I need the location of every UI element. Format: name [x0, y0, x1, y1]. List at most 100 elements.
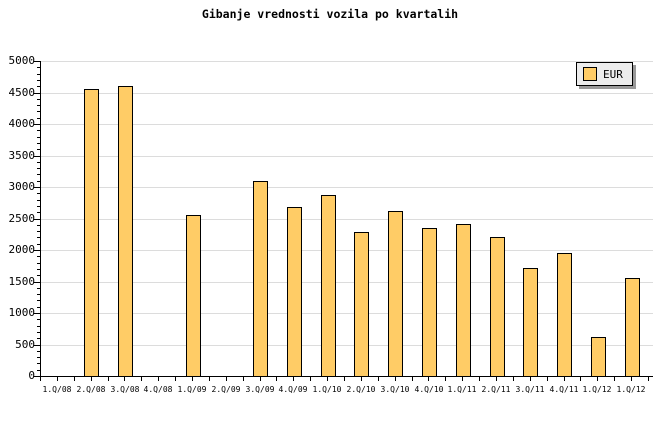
y-axis-minor-tick	[37, 99, 40, 100]
x-axis-tick	[327, 377, 328, 381]
x-tick-label: 1.Q/10	[312, 385, 342, 394]
gridline	[41, 61, 653, 62]
y-axis-minor-tick	[37, 67, 40, 68]
y-tick-label: 3000	[8, 180, 36, 193]
y-tick-label: 1000	[8, 306, 36, 319]
x-axis-tick	[530, 377, 531, 381]
x-axis-tick	[564, 377, 565, 381]
bar-1.Q/12-16	[591, 337, 606, 376]
y-axis-minor-tick	[37, 307, 40, 308]
x-axis-tick	[580, 377, 581, 381]
y-axis-minor-tick	[37, 338, 40, 339]
y-axis-major-tick	[34, 313, 40, 314]
x-axis-tick	[378, 377, 379, 381]
x-tick-label: 2.Q/10	[346, 385, 376, 394]
x-axis-tick	[124, 377, 125, 381]
x-axis-tick	[614, 377, 615, 381]
y-tick-label: 3500	[8, 149, 36, 162]
y-tick-label: 4500	[8, 86, 36, 99]
gridline	[41, 219, 653, 220]
x-axis-tick	[344, 377, 345, 381]
y-axis-minor-tick	[37, 111, 40, 112]
x-axis-tick	[445, 377, 446, 381]
bar-3.Q/11-14	[523, 268, 538, 376]
x-tick-label: 2.Q/09	[211, 385, 241, 394]
y-axis-minor-tick	[37, 193, 40, 194]
x-tick-label: 1.Q/12	[582, 385, 612, 394]
x-axis-tick	[547, 377, 548, 381]
y-tick-label: 1500	[8, 275, 36, 288]
y-axis-minor-tick	[37, 263, 40, 264]
y-axis-minor-tick	[37, 294, 40, 295]
x-tick-label: 3.Q/09	[245, 385, 275, 394]
y-axis-major-tick	[34, 124, 40, 125]
y-tick-label: 2000	[8, 243, 36, 256]
x-axis-tick	[226, 377, 227, 381]
y-axis-minor-tick	[37, 137, 40, 138]
y-axis-minor-tick	[37, 206, 40, 207]
x-tick-label: 1.Q/11	[447, 385, 477, 394]
x-axis-tick	[310, 377, 311, 381]
bar-4.Q/10-11	[422, 228, 437, 376]
y-tick-label: 500	[15, 338, 35, 351]
x-tick-label: 4.Q/11	[549, 385, 579, 394]
x-axis-tick	[141, 377, 142, 381]
gridline	[41, 187, 653, 188]
bar-3.Q/09-6	[253, 181, 268, 376]
x-axis-tick	[648, 377, 649, 381]
x-axis-tick	[631, 377, 632, 381]
y-axis-minor-tick	[37, 326, 40, 327]
y-axis-minor-tick	[37, 319, 40, 320]
x-axis-tick	[260, 377, 261, 381]
gridline	[41, 345, 653, 346]
plot-area	[40, 61, 653, 377]
x-axis-tick	[428, 377, 429, 381]
bar-1.Q/09-4	[186, 215, 201, 376]
x-axis-tick	[243, 377, 244, 381]
gridline	[41, 156, 653, 157]
x-tick-label: 4.Q/09	[278, 385, 308, 394]
bar-4.Q/11-15	[557, 253, 572, 376]
x-axis-tick	[209, 377, 210, 381]
y-tick-label: 4000	[8, 117, 36, 130]
y-axis-minor-tick	[37, 130, 40, 131]
y-axis-major-tick	[34, 156, 40, 157]
x-axis-tick	[276, 377, 277, 381]
y-axis-minor-tick	[37, 288, 40, 289]
x-axis-tick	[158, 377, 159, 381]
bar-1.Q/12-17	[625, 278, 640, 376]
bar-1.Q/10-8	[321, 195, 336, 376]
bar-4.Q/09-7	[287, 207, 302, 376]
y-axis-minor-tick	[37, 143, 40, 144]
bar-2.Q/11-13	[490, 237, 505, 376]
bar-1.Q/11-12	[456, 224, 471, 376]
gridline	[41, 124, 653, 125]
x-axis-tick	[361, 377, 362, 381]
y-axis-minor-tick	[37, 105, 40, 106]
y-axis-minor-tick	[37, 244, 40, 245]
gridline	[41, 93, 653, 94]
legend-swatch-icon	[583, 67, 597, 81]
x-axis-tick	[293, 377, 294, 381]
y-axis-minor-tick	[37, 162, 40, 163]
legend-label: EUR	[603, 67, 623, 81]
y-axis-major-tick	[34, 250, 40, 251]
y-axis-minor-tick	[37, 269, 40, 270]
chart-title: Gibanje vrednosti vozila po kvartalih	[201, 7, 459, 21]
x-axis-tick	[57, 377, 58, 381]
y-axis-minor-tick	[37, 86, 40, 87]
x-tick-label: 1.Q/09	[177, 385, 207, 394]
legend-box: EUR	[576, 62, 633, 86]
x-axis-tick	[496, 377, 497, 381]
y-axis-minor-tick	[37, 300, 40, 301]
y-axis-minor-tick	[37, 237, 40, 238]
x-axis-tick	[91, 377, 92, 381]
x-tick-label: 4.Q/08	[143, 385, 173, 394]
y-axis-minor-tick	[37, 225, 40, 226]
x-axis-tick	[74, 377, 75, 381]
y-axis-major-tick	[34, 219, 40, 220]
y-axis-minor-tick	[37, 275, 40, 276]
x-axis-tick	[175, 377, 176, 381]
x-axis-tick	[462, 377, 463, 381]
bar-2.Q/10-9	[354, 232, 369, 376]
